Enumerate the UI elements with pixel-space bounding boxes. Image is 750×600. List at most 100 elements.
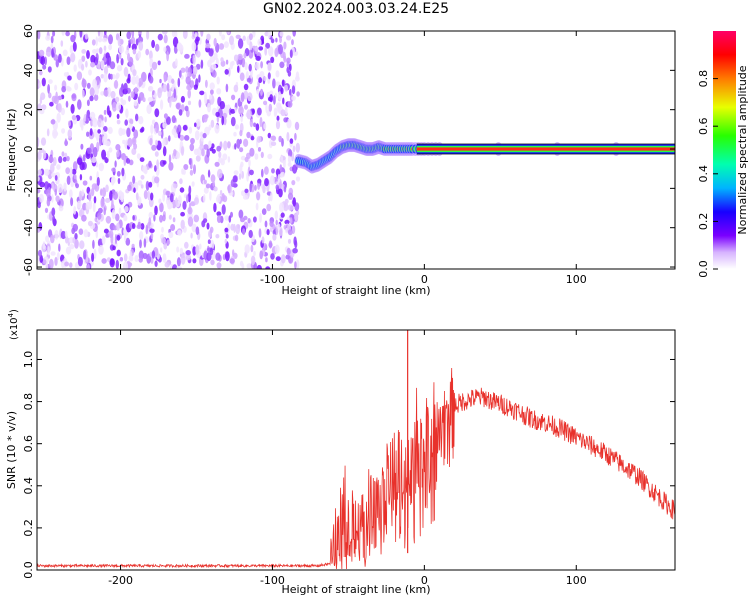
noise-blob: [149, 50, 153, 61]
noise-blob: [270, 141, 277, 146]
noise-blob: [200, 59, 204, 69]
noise-blob: [219, 101, 225, 110]
noise-blob: [227, 156, 231, 163]
noise-blob: [184, 53, 190, 59]
noise-blob: [62, 49, 68, 57]
noise-blob: [81, 49, 87, 54]
noise-blob: [240, 161, 244, 168]
noise-blob: [168, 214, 172, 220]
noise-blob: [97, 238, 103, 247]
noise-blob: [180, 219, 185, 230]
noise-blob: [108, 147, 113, 153]
noise-blob: [111, 101, 117, 112]
noise-blob: [60, 107, 65, 116]
noise-blob: [246, 77, 252, 83]
noise-blob: [267, 62, 272, 71]
noise-blob: [256, 88, 260, 95]
noise-blob: [42, 150, 47, 160]
noise-blob: [108, 230, 114, 239]
noise-blob: [69, 262, 73, 268]
noise-blob: [243, 83, 249, 91]
noise-blob: [242, 228, 246, 236]
noise-blob: [224, 238, 227, 244]
noise-blob: [119, 87, 124, 97]
noise-blob: [210, 239, 215, 250]
noise-blob: [176, 151, 180, 159]
noise-blob: [216, 88, 222, 95]
noise-blob: [148, 160, 152, 168]
noise-blob: [211, 63, 217, 70]
noise-blob: [210, 89, 214, 95]
noise-blob: [147, 190, 151, 201]
noise-blob: [45, 51, 51, 57]
noise-blob: [195, 155, 201, 162]
noise-blob: [127, 73, 131, 82]
noise-blob: [150, 256, 154, 264]
y-multiplier-exp: 4: [7, 312, 15, 317]
noise-blob: [233, 131, 237, 137]
noise-blob: [81, 63, 85, 71]
noise-blob: [108, 44, 112, 51]
noise-blob: [57, 183, 63, 194]
noise-blob: [225, 83, 229, 93]
noise-blob: [182, 200, 187, 210]
noise-blob: [142, 97, 146, 103]
y-tick-label: 0.2: [22, 519, 35, 537]
noise-blob: [100, 120, 104, 128]
noise-blob: [75, 183, 79, 189]
noise-blob: [193, 148, 199, 156]
noise-blob: [37, 31, 41, 40]
noise-blob: [65, 246, 72, 255]
y-multiplier-close: ): [9, 309, 20, 313]
noise-blob: [272, 229, 276, 235]
noise-blob: [282, 97, 285, 105]
noise-blob: [148, 211, 154, 219]
noise-blob: [138, 80, 142, 88]
noise-blob: [255, 55, 261, 61]
noise-blob: [145, 180, 150, 191]
noise-blob: [86, 99, 90, 107]
noise-blob: [166, 51, 170, 62]
colorbar-ticks: 0.0 0.2 0.4 0.6 0.8: [697, 70, 718, 278]
noise-blob: [195, 36, 200, 42]
noise-blob: [289, 88, 292, 96]
noise-blob: [111, 176, 116, 184]
noise-blob: [45, 35, 51, 41]
noise-blob: [103, 125, 108, 132]
noise-blob: [173, 149, 177, 157]
noise-blob: [200, 31, 204, 37]
noise-blob: [127, 53, 131, 62]
noise-blob: [89, 128, 93, 136]
noise-blob: [263, 76, 267, 81]
noise-blob: [178, 70, 182, 78]
noise-blob: [159, 202, 164, 213]
noise-blob: [113, 191, 118, 200]
noise-blob: [154, 260, 158, 268]
noise-blob: [260, 61, 263, 69]
noise-blob: [60, 40, 64, 47]
noise-blob: [126, 31, 131, 40]
noise-blob: [101, 149, 107, 160]
noise-blob: [78, 209, 83, 217]
noise-blob: [42, 64, 47, 70]
noise-blob: [204, 91, 207, 102]
noise-blob: [151, 39, 156, 49]
noise-blob: [275, 184, 280, 191]
noise-blob: [180, 95, 185, 103]
noise-blob: [171, 84, 175, 93]
noise-blob: [292, 164, 298, 174]
noise-blob: [92, 117, 98, 128]
noise-blob: [190, 137, 195, 145]
noise-blob: [48, 156, 54, 163]
noise-blob: [150, 124, 154, 135]
noise-blob: [264, 46, 268, 56]
noise-blob: [273, 95, 276, 105]
noise-blob: [233, 223, 236, 233]
noise-blob: [146, 104, 152, 115]
x-tick-label: -200: [108, 273, 133, 286]
noise-blob: [103, 73, 108, 83]
noise-blob: [207, 239, 211, 244]
noise-blob: [224, 69, 229, 75]
noise-blob: [162, 146, 167, 157]
noise-blob: [287, 155, 292, 164]
